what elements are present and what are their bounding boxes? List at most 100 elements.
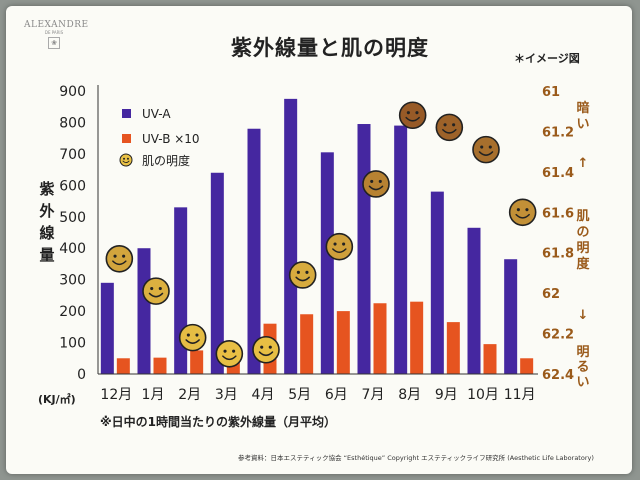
right-tick-label: 62.4	[542, 368, 574, 383]
face-mouth	[222, 355, 237, 361]
brand-logo: ALEXANDRE DE PARIS ❀	[24, 20, 88, 49]
left-axis-label-char: 紫	[39, 180, 55, 198]
face-eye	[443, 123, 447, 127]
uvb-bar	[520, 358, 534, 374]
face-mouth	[515, 213, 530, 219]
face-outline	[325, 232, 354, 261]
right-label-char: 肌	[576, 209, 589, 224]
x-tick-label: 7月	[362, 387, 385, 403]
uva-bar	[394, 125, 408, 374]
left-axis-unit: (KJ/㎡)	[38, 393, 76, 406]
right-tick-label: 61.4	[542, 166, 574, 181]
left-tick-label: 100	[59, 336, 86, 352]
left-axis-label-char: 量	[39, 246, 55, 264]
skin-face-icon	[288, 261, 317, 289]
x-tick-label: 10月	[467, 387, 499, 403]
left-axis-label-char: 外	[39, 202, 55, 220]
left-tick-label: 700	[59, 147, 86, 163]
face-eye	[123, 157, 126, 160]
credit-line: 参考資料：日本エステティック協会 “Esthétique” Copyright …	[238, 454, 594, 462]
skin-face-icon	[472, 135, 500, 164]
face-outline	[472, 135, 500, 164]
face-mouth	[405, 116, 420, 122]
uvb-bar	[483, 344, 497, 374]
skin-face-icon	[142, 277, 170, 305]
uva-bar	[284, 98, 298, 374]
skin-face-icon	[398, 101, 427, 130]
right-label-char: ↓	[578, 308, 589, 323]
face-eye	[296, 270, 300, 274]
face-eye	[260, 345, 264, 349]
face-eye	[480, 145, 484, 149]
left-tick-label: 900	[59, 84, 86, 100]
uva-bar	[320, 152, 334, 374]
face-outline	[362, 170, 390, 198]
legend-label-uva: UV-A	[142, 107, 171, 121]
uvb-bar	[336, 311, 350, 374]
right-tick-label: 61.8	[542, 247, 574, 262]
skin-face-icon	[508, 198, 537, 227]
uvb-bar	[153, 357, 167, 374]
left-tick-label: 800	[59, 115, 86, 131]
uvb-bar	[410, 301, 424, 374]
legend-swatch-uva	[122, 109, 131, 118]
right-axis-label: 肌の明度	[576, 209, 590, 272]
uva-bar	[100, 282, 114, 374]
right-label-char: 度	[576, 256, 590, 272]
face-eye	[452, 123, 456, 127]
right-label-char: る	[576, 360, 589, 375]
face-outline	[142, 277, 170, 305]
right-label-char: い	[576, 117, 589, 132]
uva-bar	[210, 172, 224, 374]
left-tick-label: 400	[59, 241, 86, 257]
face-eye	[525, 208, 529, 212]
face-eye	[223, 349, 227, 353]
left-tick-label: 600	[59, 178, 86, 194]
face-eye	[406, 111, 410, 115]
right-label-char: ↑	[578, 156, 589, 171]
face-mouth	[148, 292, 164, 298]
uvb-bar	[190, 350, 204, 374]
right-tick-label: 61.6	[542, 206, 574, 221]
left-tick-label: 500	[59, 210, 86, 226]
left-axis-label-char: 線	[39, 224, 55, 242]
uva-bar	[467, 227, 481, 374]
skin-face-icon	[435, 113, 464, 142]
right-tick-label: 61.2	[542, 125, 574, 140]
right-tick-label: 61	[542, 85, 560, 100]
uvb-bar	[116, 358, 130, 374]
left-tick-label: 200	[59, 304, 86, 320]
left-tick-label: 0	[77, 367, 86, 383]
chart-title: 紫外線量と肌の明度	[231, 36, 429, 60]
uvb-bar	[373, 303, 387, 374]
face-outline	[178, 323, 207, 352]
face-outline	[252, 335, 280, 364]
skin-face-icon	[215, 339, 244, 368]
face-outline	[215, 339, 244, 368]
face-eye	[333, 242, 337, 246]
right-label-char: 明	[576, 345, 589, 360]
right-tick-label: 62.2	[542, 328, 574, 343]
face-outline	[119, 153, 133, 167]
face-outline	[105, 244, 134, 273]
skin-face-icon	[105, 244, 134, 273]
face-eye	[150, 286, 154, 291]
left-axis-label: 紫外線量	[36, 178, 58, 266]
uva-bar	[504, 259, 518, 374]
uva-bar	[430, 191, 444, 374]
face-eye	[370, 179, 374, 183]
face-eye	[415, 111, 419, 115]
left-tick-label: 300	[59, 273, 86, 289]
face-eye	[305, 270, 309, 274]
face-eye	[232, 349, 236, 353]
footnote: ※日中の1時間当たりの紫外線量（月平均）	[100, 415, 337, 429]
x-tick-label: 11月	[504, 387, 536, 403]
face-mouth	[112, 260, 127, 266]
face-eye	[186, 333, 190, 337]
face-eye	[268, 345, 272, 349]
brand-sub: DE PARIS	[44, 30, 64, 35]
face-mouth	[368, 185, 384, 191]
brand-mark-icon: ❀	[48, 37, 60, 49]
face-eye	[378, 179, 382, 183]
skin-face-icon	[252, 335, 280, 364]
